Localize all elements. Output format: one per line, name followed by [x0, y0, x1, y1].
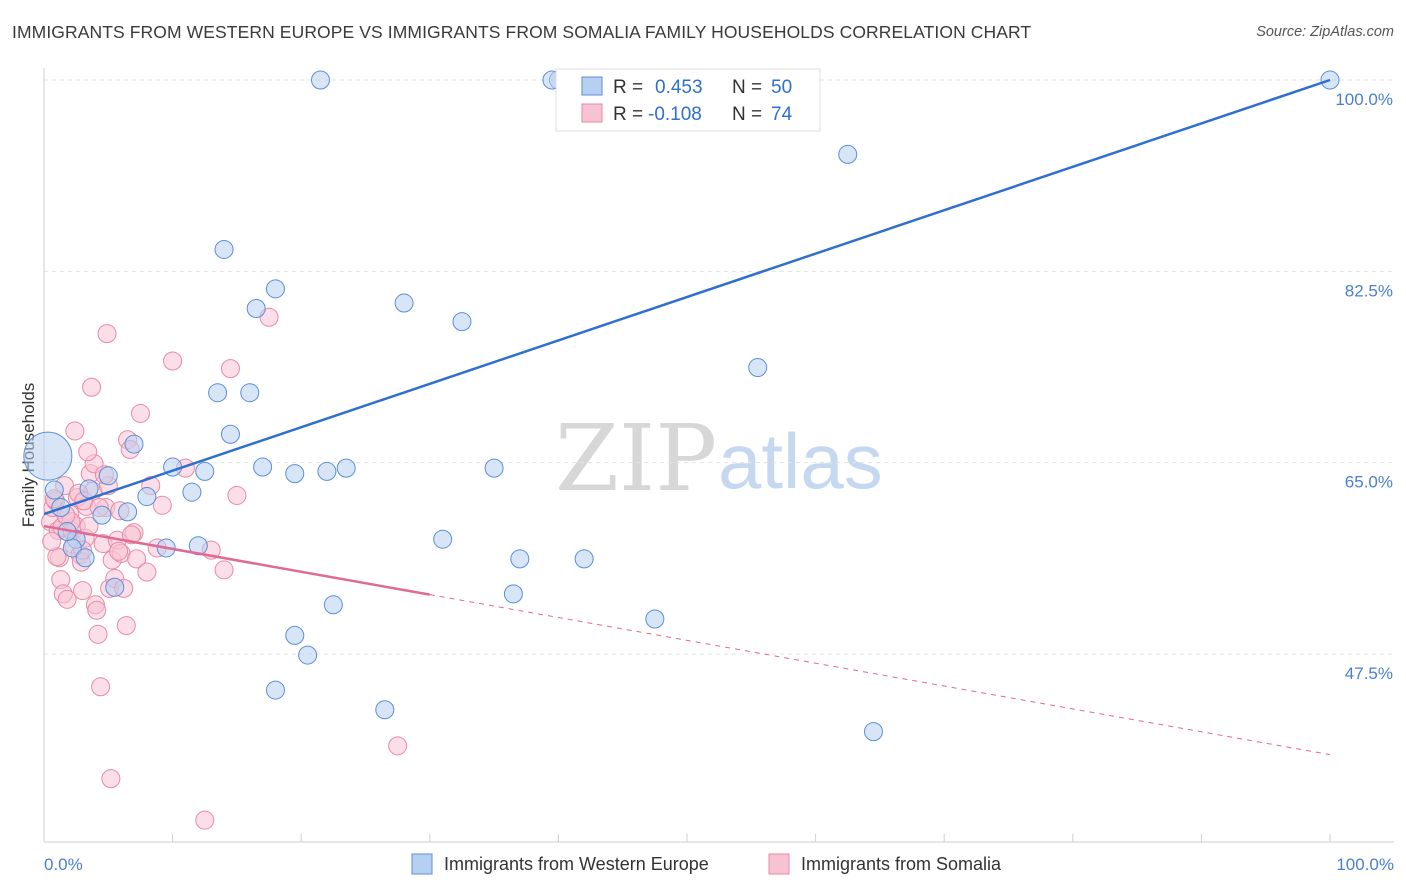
legend-n-label-1: N =	[732, 77, 762, 98]
western-europe-point-35	[452, 312, 472, 332]
western-europe-point-27	[336, 458, 356, 478]
western-europe-point-25	[285, 464, 305, 484]
somalia-point-51	[101, 769, 121, 789]
somalia-point-26	[91, 677, 111, 697]
western-europe-point-1	[44, 480, 64, 500]
trend-line-dashed-1	[429, 594, 1331, 756]
legend-r-label-2: R =	[613, 104, 643, 125]
bottom-legend-label-western-europe: Immigrants from Western Europe	[444, 854, 709, 874]
western-europe-point-34	[394, 293, 414, 313]
western-europe-point-16	[195, 461, 215, 481]
somalia-point-61	[121, 525, 141, 545]
somalia-point-41	[127, 549, 147, 569]
western-europe-point-48	[863, 722, 883, 742]
legend-n-value-1: 50	[771, 77, 792, 98]
western-europe-point-5	[75, 548, 95, 568]
bottom-legend-label-somalia: Immigrants from Somalia	[801, 854, 1002, 874]
somalia-point-66	[214, 560, 234, 580]
western-europe-point-19	[240, 383, 260, 403]
y-tick-labels: 47.5% 65.0% 82.5% 100.0%	[1335, 90, 1393, 683]
y-tick-label-1: 65.0%	[1345, 473, 1393, 492]
western-europe-point-12	[124, 434, 144, 454]
western-europe-point-46	[748, 358, 768, 378]
somalia-point-42	[130, 403, 150, 423]
somalia-point-72	[109, 541, 129, 561]
legend-n-label-2: N =	[732, 104, 762, 125]
bottom-legend-swatch-western-europe	[411, 853, 433, 875]
somalia-point-52	[78, 442, 98, 462]
top-legend: R = 0.453 N = 50 R = -0.108 N = 74	[555, 68, 821, 132]
western-europe-point-28	[214, 239, 234, 259]
western-europe-point-11	[98, 466, 118, 486]
x-axis-ticks	[43, 834, 1331, 842]
y-tick-label-0: 47.5%	[1345, 664, 1393, 683]
western-europe-point-31	[298, 645, 318, 665]
western-europe-point-39	[484, 458, 504, 478]
somalia-point-64	[195, 810, 215, 830]
watermark-atlas: atlas	[718, 417, 883, 505]
somalia-point-48	[65, 421, 85, 441]
western-europe-point-36	[433, 529, 453, 549]
western-europe-point-18	[220, 424, 240, 444]
western-europe-point-32	[323, 595, 343, 615]
western-europe-point-45	[645, 609, 665, 629]
western-europe-point-40	[375, 700, 395, 720]
bottom-legend-swatch-somalia	[768, 853, 790, 875]
western-europe-point-47	[838, 144, 858, 164]
chart-title: IMMIGRANTS FROM WESTERN EUROPE VS IMMIGR…	[12, 22, 1032, 42]
western-europe-point-0	[23, 431, 73, 481]
somalia-point-47	[82, 377, 102, 397]
legend-n-value-2: 74	[771, 104, 793, 125]
x-tick-label-max: 100.0%	[1336, 855, 1394, 874]
western-europe-point-29	[265, 680, 285, 700]
grid-lines	[44, 79, 1394, 655]
legend-swatch-western-europe	[581, 76, 603, 96]
trend-line-solid-0	[43, 78, 1331, 516]
trend-line-solid-1	[43, 524, 431, 596]
legend-r-value-1: 0.453	[655, 77, 703, 98]
y-tick-label-3: 100.0%	[1335, 90, 1393, 109]
somalia-point-60	[97, 324, 117, 344]
bottom-legend: Immigrants from Western Europe Immigrant…	[411, 853, 1002, 875]
western-europe-point-30	[285, 625, 305, 645]
western-europe-point-20	[208, 383, 228, 403]
somalia-point-55	[42, 531, 62, 551]
western-europe-point-17	[182, 482, 202, 502]
trend-lines	[43, 78, 1331, 756]
somalia-point-43	[137, 562, 157, 582]
x-tick-label-min: 0.0%	[44, 855, 83, 874]
watermark-zip: ZIP	[555, 405, 717, 512]
somalia-point-9	[57, 589, 77, 609]
y-tick-label-2: 82.5%	[1345, 281, 1393, 300]
western-europe-point-21	[246, 299, 266, 319]
source-label: Source: ZipAtlas.com	[1256, 24, 1394, 40]
somalia-point-24	[87, 600, 107, 620]
western-europe-point-26	[317, 461, 337, 481]
legend-swatch-somalia	[581, 103, 603, 123]
somalia-point-70	[388, 736, 408, 756]
western-europe-point-8	[105, 577, 125, 597]
somalia-point-25	[88, 624, 108, 644]
western-europe-point-23	[253, 457, 273, 477]
legend-r-label-1: R =	[613, 77, 643, 98]
western-europe-point-37	[510, 549, 530, 569]
somalia-point-67	[220, 359, 240, 379]
western-europe-point-13	[137, 487, 157, 507]
western-europe-point-33	[310, 70, 330, 90]
western-europe-point-10	[79, 479, 99, 499]
legend-r-value-2: -0.108	[648, 104, 702, 125]
somalia-point-68	[227, 485, 247, 505]
western-europe-point-22	[265, 279, 285, 299]
western-europe-point-7	[92, 505, 112, 525]
somalia-point-37	[116, 616, 136, 636]
western-europe-point-44	[574, 549, 594, 569]
somalia-point-17	[73, 581, 93, 601]
somalia-point-46	[152, 495, 172, 515]
western-europe-point-38	[503, 584, 523, 604]
series-western-europe-points	[23, 70, 1340, 742]
western-europe-point-9	[118, 502, 138, 522]
somalia-point-62	[163, 351, 183, 371]
